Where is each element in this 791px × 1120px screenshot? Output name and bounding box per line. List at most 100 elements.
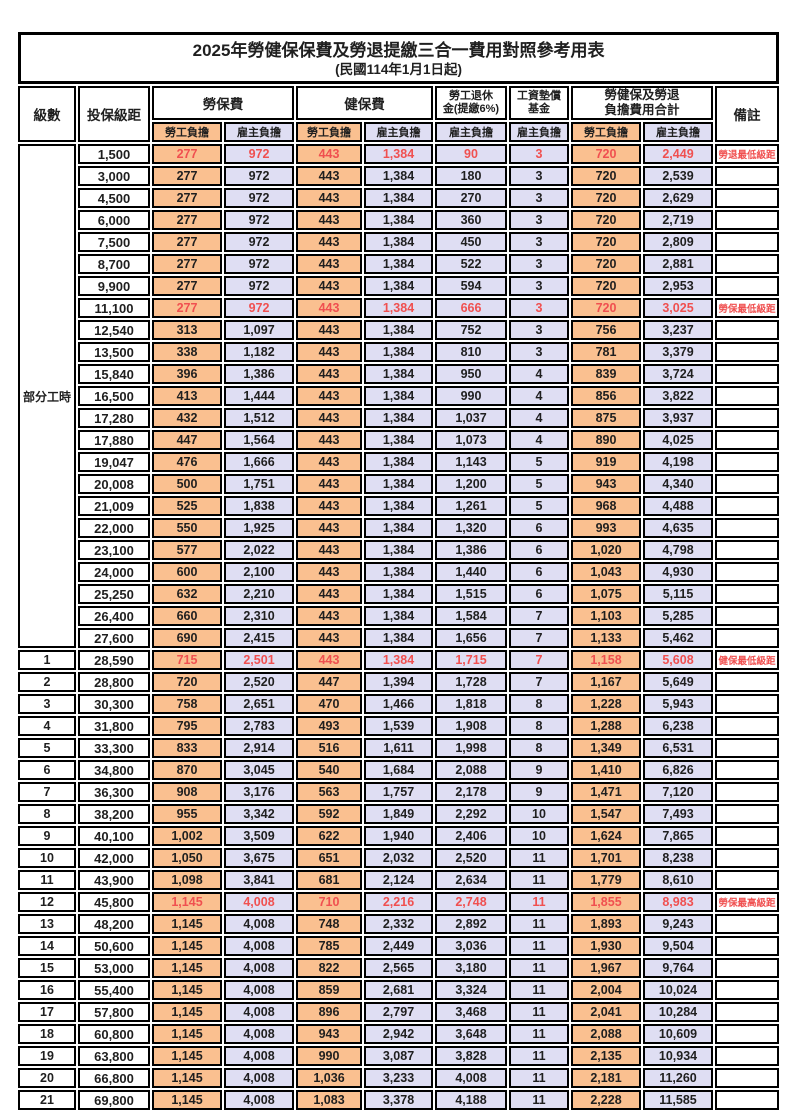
fee-cell: 4,008 [224,914,294,934]
remark-cell [715,166,780,186]
fee-cell: 5,115 [643,584,713,604]
fee-cell: 3 [509,210,569,230]
level-cell: 5 [18,738,76,758]
level-cell: 2 [18,672,76,692]
fee-cell: 2,181 [571,1068,641,1088]
fee-cell: 2,565 [364,958,433,978]
fee-cell: 563 [296,782,362,802]
fee-cell: 1,384 [364,518,433,538]
bracket-cell: 3,000 [78,166,150,186]
fee-cell: 2,135 [571,1046,641,1066]
fee-cell: 443 [296,430,362,450]
fee-cell: 795 [152,716,222,736]
remark-cell [715,738,780,758]
fee-cell: 2,032 [364,848,433,868]
fee-cell: 1,384 [364,276,433,296]
table-row: 15 53,000 1,145 4,008 822 2,565 3,180 11 1,967 9,… [18,958,780,978]
col-header-pension: 勞工退休 金(提繳6%) [435,86,507,120]
fee-cell: 4 [509,386,569,406]
fee-cell: 1,384 [364,386,433,406]
fee-cell: 525 [152,496,222,516]
fee-cell: 2,124 [364,870,433,890]
remark-cell [715,518,780,538]
bracket-cell: 20,008 [78,474,150,494]
fee-cell: 2,520 [224,672,294,692]
remark-cell [715,1046,780,1066]
level-cell: 3 [18,694,76,714]
table-row: 9,900 277 972 443 1,384 594 3 720 2,953 [18,276,780,296]
table-row: 14 50,600 1,145 4,008 785 2,449 3,036 11 1,930 9,… [18,936,780,956]
fee-cell: 11 [509,936,569,956]
fee-cell: 3,841 [224,870,294,890]
fee-cell: 2,004 [571,980,641,1000]
remark-cell [715,408,780,428]
fee-cell: 2,719 [643,210,713,230]
fee-cell: 2,332 [364,914,433,934]
subheader-total-employer: 雇主負擔 [643,122,713,142]
fee-cell: 6 [509,562,569,582]
fee-cell: 720 [571,210,641,230]
fee-cell: 666 [435,298,507,318]
fee-cell: 3,675 [224,848,294,868]
fee-cell: 6,531 [643,738,713,758]
fee-cell: 3,237 [643,320,713,340]
fee-cell: 6 [509,518,569,538]
remark-cell [715,562,780,582]
fee-cell: 6 [509,584,569,604]
fee-cell: 4,488 [643,496,713,516]
fee-cell: 1,728 [435,672,507,692]
fee-cell: 1,020 [571,540,641,560]
fee-cell: 1,998 [435,738,507,758]
fee-cell: 1,384 [364,496,433,516]
fee-cell: 2,415 [224,628,294,648]
level-cell: 14 [18,936,76,956]
fee-cell: 660 [152,606,222,626]
part-time-label: 部分工時 [18,144,76,648]
fee-cell: 972 [224,254,294,274]
remark-cell [715,386,780,406]
table-row: 20,008 500 1,751 443 1,384 1,200 5 943 4,340 [18,474,780,494]
table-row: 21 69,800 1,145 4,008 1,083 3,378 4,188 11 2,228… [18,1090,780,1110]
remark-cell [715,870,780,890]
fee-cell: 1,228 [571,694,641,714]
fee-cell: 720 [571,166,641,186]
fee-cell: 6 [509,540,569,560]
table-row: 8,700 277 972 443 1,384 522 3 720 2,881 [18,254,780,274]
fee-cell: 839 [571,364,641,384]
table-row: 16,500 413 1,444 443 1,384 990 4 856 3,822 [18,386,780,406]
fee-cell: 470 [296,694,362,714]
fee-cell: 2,216 [364,892,433,912]
fee-cell: 1,002 [152,826,222,846]
fee-cell: 1,145 [152,914,222,934]
fee-cell: 270 [435,188,507,208]
fee-cell: 2,809 [643,232,713,252]
table-row: 5 33,300 833 2,914 516 1,611 1,998 8 1,349 6,531 [18,738,780,758]
table-row: 7 36,300 908 3,176 563 1,757 2,178 9 1,471 7,120 [18,782,780,802]
table-row: 2 28,800 720 2,520 447 1,394 1,728 7 1,167 5,649 [18,672,780,692]
fee-cell: 8 [509,694,569,714]
fee-cell: 3 [509,342,569,362]
fee-cell: 1,145 [152,1024,222,1044]
fee-cell: 11 [509,958,569,978]
table-row: 6,000 277 972 443 1,384 360 3 720 2,719 [18,210,780,230]
total-header-line1: 勞健保及勞退 [604,88,680,102]
fee-cell: 1,384 [364,144,433,164]
fee-cell: 443 [296,606,362,626]
fee-cell: 11 [509,1090,569,1110]
fee-cell: 7 [509,606,569,626]
fee-cell: 1,611 [364,738,433,758]
remark-cell [715,584,780,604]
fee-cell: 919 [571,452,641,472]
fee-cell: 710 [296,892,362,912]
fee-cell: 3 [509,254,569,274]
bracket-cell: 55,400 [78,980,150,1000]
bracket-cell: 36,300 [78,782,150,802]
fee-cell: 2,310 [224,606,294,626]
fee-cell: 1,818 [435,694,507,714]
bracket-cell: 4,500 [78,188,150,208]
fee-cell: 1,410 [571,760,641,780]
fee-cell: 1,384 [364,364,433,384]
col-header-health-insurance: 健保費 [296,86,433,120]
table-row: 13,500 338 1,182 443 1,384 810 3 781 3,379 [18,342,780,362]
bracket-cell: 15,840 [78,364,150,384]
